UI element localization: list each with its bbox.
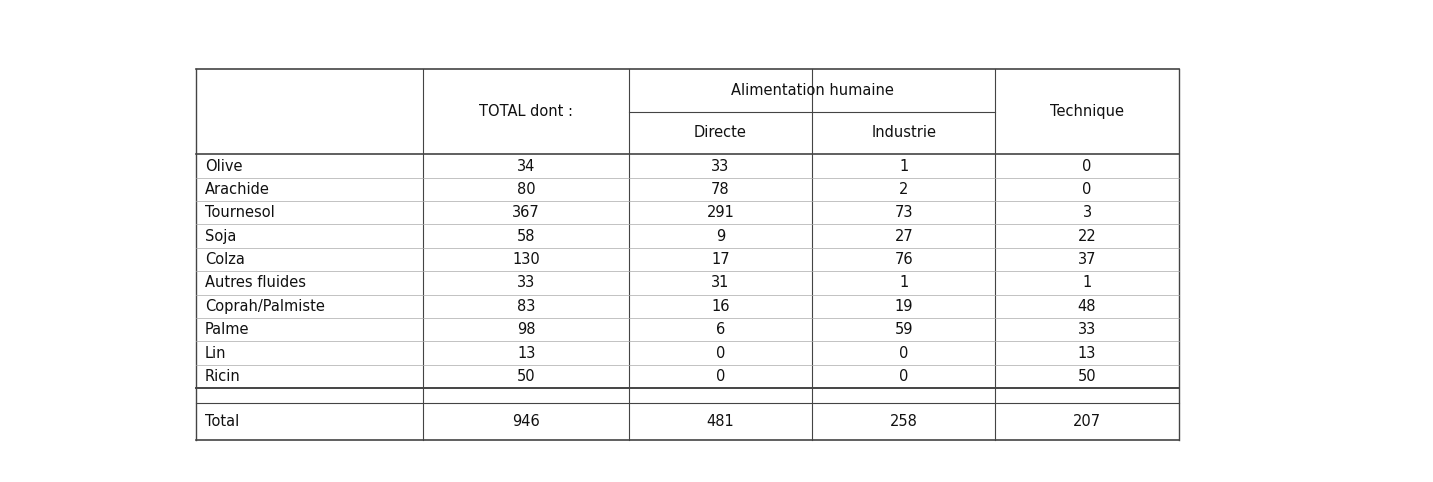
Text: Arachide: Arachide <box>205 182 269 197</box>
Text: 58: 58 <box>517 228 536 244</box>
Text: 13: 13 <box>517 346 536 361</box>
Text: 1: 1 <box>1082 275 1092 291</box>
Text: Olive: Olive <box>205 159 242 174</box>
Text: 73: 73 <box>894 205 913 220</box>
Text: Industrie: Industrie <box>871 125 936 140</box>
Text: 1: 1 <box>898 275 909 291</box>
Text: Lin: Lin <box>205 346 226 361</box>
Text: Ricin: Ricin <box>205 369 241 384</box>
Text: 291: 291 <box>706 205 735 220</box>
Text: Tournesol: Tournesol <box>205 205 274 220</box>
Text: Colza: Colza <box>205 252 245 267</box>
Text: 0: 0 <box>716 369 725 384</box>
Text: 19: 19 <box>894 299 913 314</box>
Text: Total: Total <box>205 414 239 429</box>
Text: 130: 130 <box>513 252 540 267</box>
Text: 6: 6 <box>716 322 725 337</box>
Text: Alimentation humaine: Alimentation humaine <box>731 83 894 98</box>
Text: 33: 33 <box>517 275 536 291</box>
Text: 37: 37 <box>1078 252 1096 267</box>
Text: 0: 0 <box>716 346 725 361</box>
Text: 367: 367 <box>513 205 540 220</box>
Text: Technique: Technique <box>1050 104 1123 119</box>
Text: Coprah/Palmiste: Coprah/Palmiste <box>205 299 324 314</box>
Text: 22: 22 <box>1078 228 1096 244</box>
Text: 27: 27 <box>894 228 913 244</box>
Text: 0: 0 <box>898 346 909 361</box>
Text: 1: 1 <box>898 159 909 174</box>
Text: 0: 0 <box>1082 159 1092 174</box>
Text: 207: 207 <box>1073 414 1101 429</box>
Text: 31: 31 <box>711 275 729 291</box>
Text: 50: 50 <box>1078 369 1096 384</box>
Text: 83: 83 <box>517 299 536 314</box>
Text: 78: 78 <box>711 182 729 197</box>
Text: 17: 17 <box>711 252 729 267</box>
Text: 33: 33 <box>711 159 729 174</box>
Text: Directe: Directe <box>694 125 747 140</box>
Text: 3: 3 <box>1082 205 1092 220</box>
Text: 34: 34 <box>517 159 536 174</box>
Text: 946: 946 <box>513 414 540 429</box>
Text: 50: 50 <box>517 369 536 384</box>
Text: 481: 481 <box>706 414 734 429</box>
Text: 98: 98 <box>517 322 536 337</box>
Text: 33: 33 <box>1078 322 1096 337</box>
Text: 9: 9 <box>716 228 725 244</box>
Text: 258: 258 <box>890 414 917 429</box>
Text: 0: 0 <box>898 369 909 384</box>
Text: Palme: Palme <box>205 322 249 337</box>
Text: 2: 2 <box>898 182 909 197</box>
Text: 48: 48 <box>1078 299 1096 314</box>
Text: 0: 0 <box>1082 182 1092 197</box>
Text: 16: 16 <box>711 299 729 314</box>
Text: 76: 76 <box>894 252 913 267</box>
Text: TOTAL dont :: TOTAL dont : <box>479 104 573 119</box>
Text: 13: 13 <box>1078 346 1096 361</box>
Text: 59: 59 <box>894 322 913 337</box>
Text: 80: 80 <box>517 182 536 197</box>
Text: Soja: Soja <box>205 228 236 244</box>
Text: Autres fluides: Autres fluides <box>205 275 305 291</box>
